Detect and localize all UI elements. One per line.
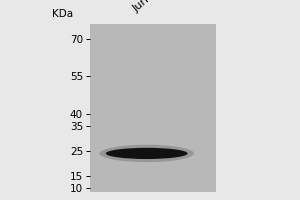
Ellipse shape [106,148,188,159]
Ellipse shape [99,145,194,162]
Text: Jurkat: Jurkat [131,0,162,14]
Text: KDa: KDa [52,9,73,19]
